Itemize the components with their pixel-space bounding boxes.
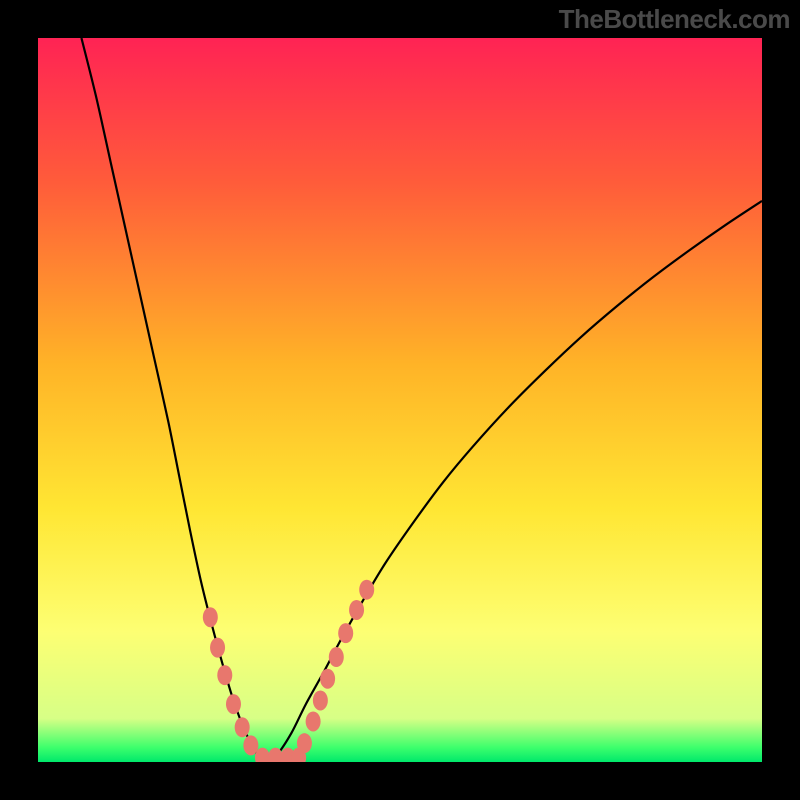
marker-point	[359, 580, 374, 600]
gradient-background	[38, 38, 762, 762]
marker-point	[306, 711, 321, 731]
watermark-text: TheBottleneck.com	[559, 4, 790, 35]
marker-point	[210, 638, 225, 658]
marker-point	[313, 690, 328, 710]
marker-point	[329, 647, 344, 667]
marker-point	[297, 733, 312, 753]
marker-point	[203, 607, 218, 627]
marker-point	[235, 717, 250, 737]
marker-point	[338, 623, 353, 643]
marker-point	[226, 694, 241, 714]
plot-area	[38, 38, 762, 762]
chart-svg	[38, 38, 762, 762]
chart-container: TheBottleneck.com	[0, 0, 800, 800]
marker-point	[349, 600, 364, 620]
marker-point	[217, 665, 232, 685]
marker-point	[320, 669, 335, 689]
